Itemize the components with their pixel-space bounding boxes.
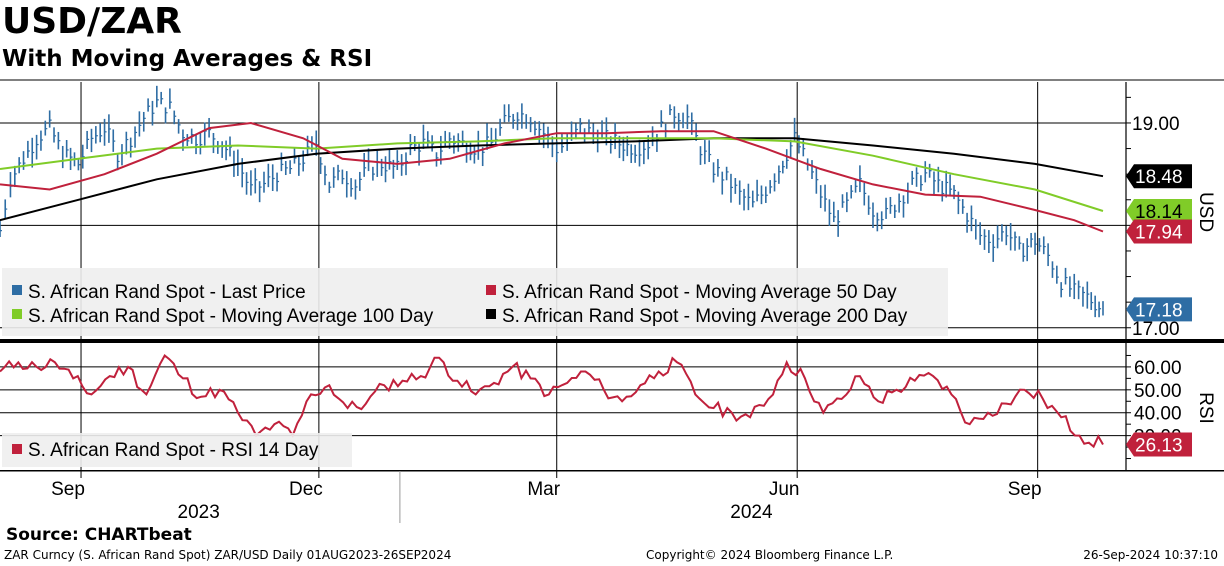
rsi-legend-box <box>2 433 352 467</box>
footer-timestamp: 26-Sep-2024 10:37:10 <box>1083 548 1218 562</box>
x-tick-label: Jun <box>769 479 800 500</box>
rsi-line <box>0 353 1104 449</box>
ma100-last-tag-text: 18.14 <box>1135 202 1183 223</box>
axes: Sep Dec Mar Jun Sep 2023 2024 19.00 17.00 USD 60.0… <box>51 82 1216 523</box>
ma50-last-tag: 17.94 <box>1126 219 1192 244</box>
x-axis-line <box>0 470 1224 472</box>
rsi-axis-label: RSI <box>1195 392 1216 424</box>
legends: S. African Rand Spot - Last Price S. Afri… <box>2 268 948 467</box>
price-last-tag: 17.18 <box>1126 297 1192 322</box>
legend-swatch <box>486 285 496 295</box>
legend-label: S. African Rand Spot - Last Price <box>28 282 306 303</box>
year-label: 2024 <box>730 502 773 523</box>
panel-separator <box>0 339 1224 343</box>
ma50-last-tag-box <box>1126 219 1192 244</box>
x-tick-label: Dec <box>289 479 323 500</box>
ma100-line <box>0 137 1104 212</box>
price-axis-label: USD <box>1195 192 1216 232</box>
legend-label: S. African Rand Spot - RSI 14 Day <box>28 440 319 461</box>
ma200-line <box>0 137 1104 222</box>
rsi-last-tag: 26.13 <box>1126 432 1192 457</box>
ma50-last-tag-text: 17.94 <box>1135 223 1183 244</box>
price-tick-label: 19.00 <box>1132 114 1180 135</box>
chart-title: USD/ZAR <box>2 1 182 42</box>
ma100-last-tag-box <box>1126 199 1192 224</box>
price-legend-box <box>2 268 948 336</box>
legend-label: S. African Rand Spot - Moving Average 20… <box>502 306 908 327</box>
price-last-tag-text: 17.18 <box>1135 300 1183 321</box>
rsi-tick-label: 60.00 <box>1134 358 1182 379</box>
price-tick-label: 17.00 <box>1132 319 1180 340</box>
legend-label: S. African Rand Spot - Moving Average 50… <box>502 282 897 303</box>
rsi-tick-label: 40.00 <box>1134 404 1182 425</box>
footer-copyright: Copyright© 2024 Bloomberg Finance L.P. <box>646 548 894 562</box>
legend-label: S. African Rand Spot - Moving Average 10… <box>28 306 434 327</box>
footer-ticker: ZAR Curncy (S. African Rand Spot) ZAR/US… <box>4 548 452 562</box>
price-bars <box>0 85 1104 318</box>
ma200-last-tag-text: 18.48 <box>1135 167 1183 188</box>
rsi-last-tag-box <box>1126 432 1192 457</box>
x-tick-label: Sep <box>1008 479 1042 500</box>
year-label: 2023 <box>178 502 220 523</box>
ma200-last-tag-box <box>1126 164 1192 189</box>
price-panel <box>0 85 1104 318</box>
legend-swatch <box>12 309 22 319</box>
legend-swatch <box>12 444 22 454</box>
rsi-panel <box>0 353 1104 449</box>
ma50-line <box>0 121 1104 233</box>
x-tick-label: Mar <box>527 479 560 500</box>
chart-subtitle: With Moving Averages & RSI <box>2 46 373 72</box>
source-note: Source: CHARTbeat <box>6 525 192 545</box>
price-last-tag-box <box>1126 297 1192 322</box>
rsi-last-tag-text: 26.13 <box>1135 436 1183 457</box>
ma100-last-tag: 18.14 <box>1126 199 1192 224</box>
rsi-tick-label: 50.00 <box>1134 381 1182 402</box>
x-tick-label: Sep <box>51 479 85 500</box>
legend-swatch <box>486 309 496 319</box>
legend-swatch <box>12 285 22 295</box>
ma200-last-tag: 18.48 <box>1126 164 1192 189</box>
